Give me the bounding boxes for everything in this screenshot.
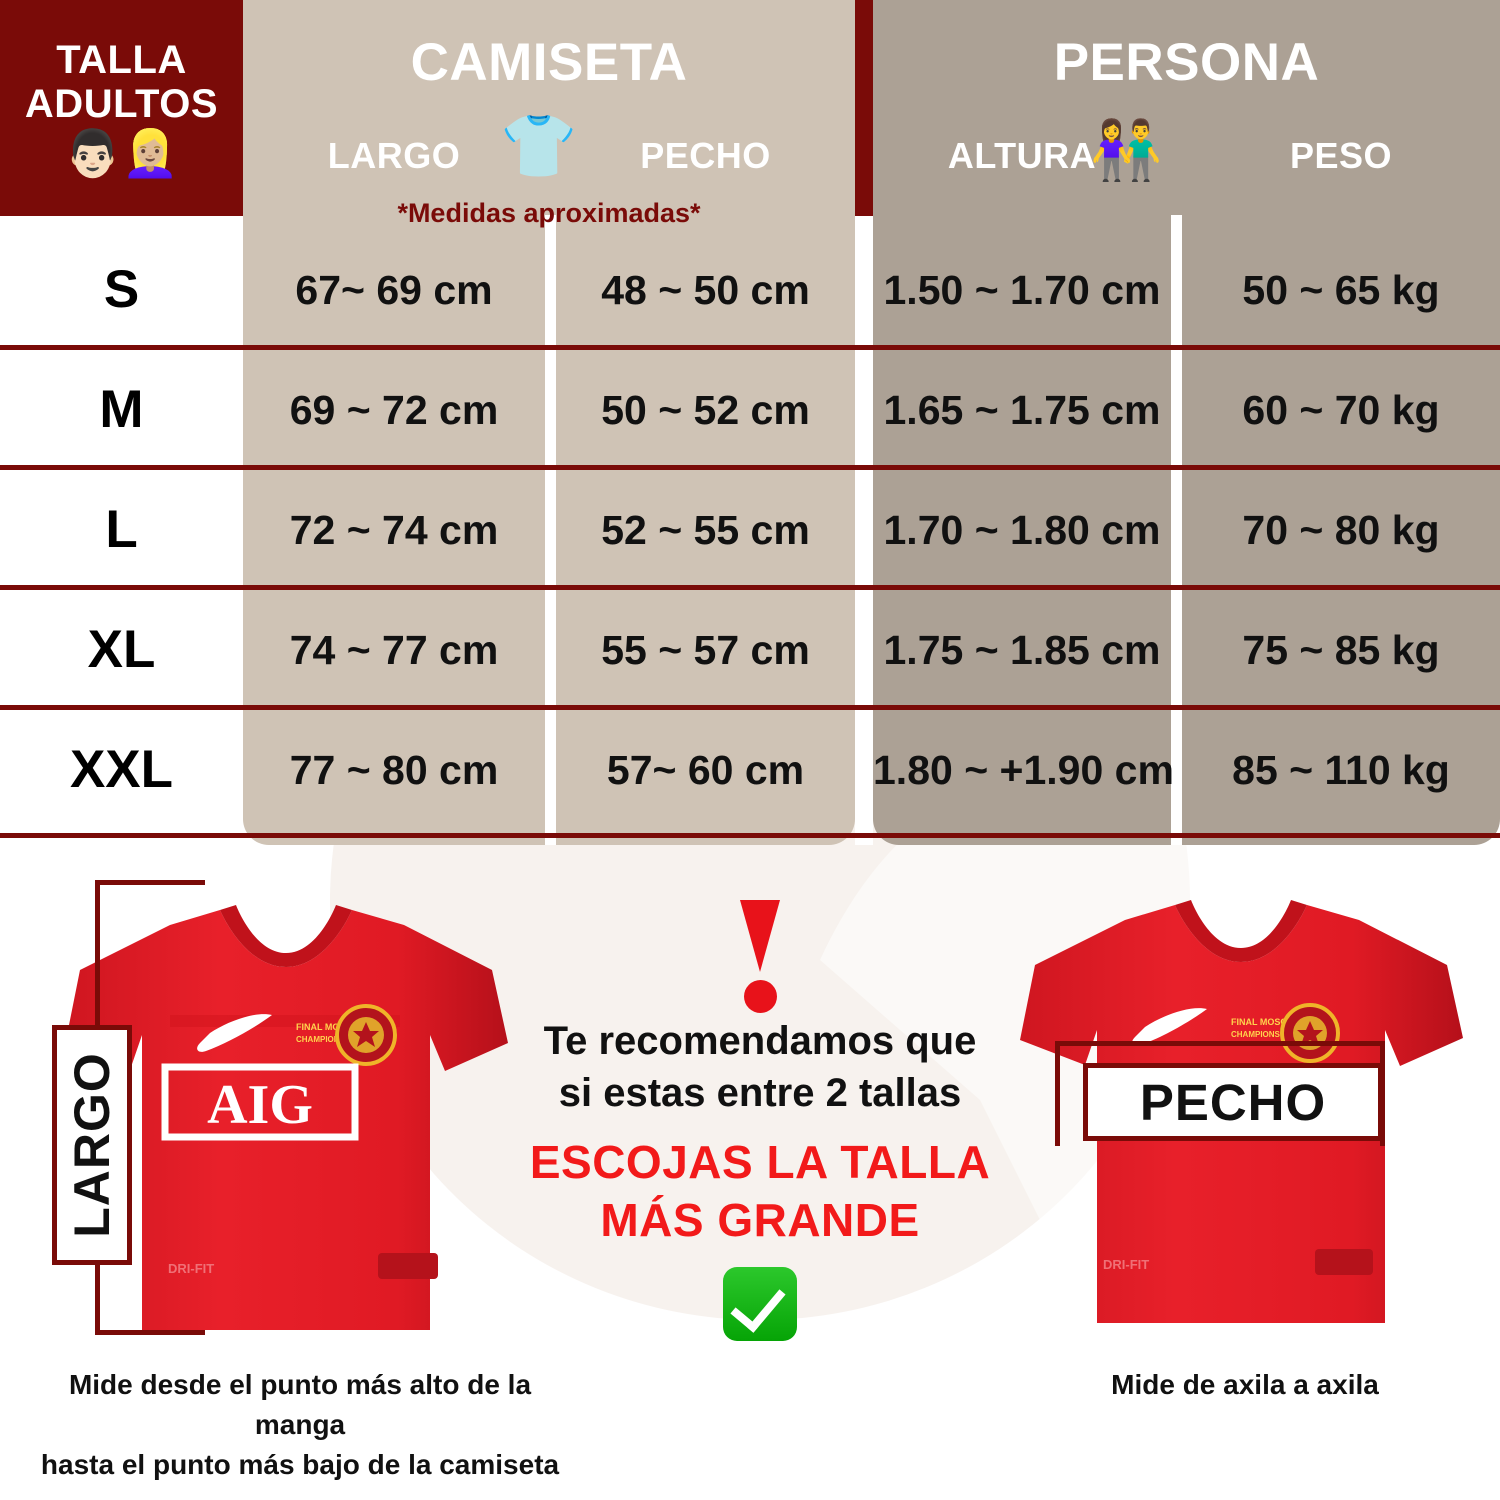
row-divider-3: [0, 585, 1500, 590]
table-cell-pecho: 57~ 60 cm: [606, 747, 805, 793]
check-mark-icon: [723, 1267, 797, 1341]
advice-big-line-2: MÁS GRANDE: [600, 1194, 920, 1246]
measurement-guide: FINAL MOSCOW 2008 CHAMPIONS FINAL AIG DR…: [0, 845, 1500, 1500]
advice-line-2: si estas entre 2 tallas: [558, 1071, 962, 1115]
table-cell-peso: 85 ~ 110 kg: [1232, 747, 1450, 793]
table-cell-pecho: 52 ~ 55 cm: [601, 507, 810, 553]
advice-line-1: Te recomendamos que: [543, 1019, 977, 1063]
man-woman-icon: 👨🏻👱🏼‍♀️: [64, 127, 179, 179]
column-header-pecho: PECHO: [640, 135, 771, 176]
row-divider-5: [0, 833, 1500, 838]
pecho-tag-label: PECHO: [1139, 1073, 1327, 1131]
table-cell-peso: 60 ~ 70 kg: [1242, 387, 1440, 433]
table-cell-peso: 50 ~ 65 kg: [1242, 267, 1440, 313]
table-row: L: [105, 500, 138, 559]
caption-largo: Mide desde el punto más alto de la manga…: [20, 1365, 580, 1485]
row-divider-4: [0, 705, 1500, 710]
talla-line-1: TALLA: [56, 38, 187, 82]
table-cell-altura: 1.75 ~ 1.85 cm: [883, 627, 1161, 673]
largo-tag-label: LARGO: [64, 1052, 121, 1238]
table-cell-largo: 67~ 69 cm: [295, 267, 493, 313]
caption-largo-line-2: hasta el punto más bajo de la camiseta: [40, 1449, 560, 1480]
pecho-tag: PECHO: [1083, 1063, 1383, 1141]
table-row: M: [99, 380, 144, 439]
table-cell-altura: 1.70 ~ 1.80 cm: [883, 507, 1161, 553]
nike-swoosh-icon: [197, 1014, 272, 1052]
column-header-altura: ALTURA: [947, 135, 1097, 176]
table-cell-peso: 70 ~ 80 kg: [1242, 507, 1440, 553]
row-divider-2: [0, 465, 1500, 470]
table-row: XL: [87, 620, 156, 679]
table-cell-largo: 69 ~ 72 cm: [289, 387, 499, 433]
advice-big-line-1: ESCOJAS LA TALLA: [529, 1136, 991, 1188]
aig-logo: AIG: [161, 1063, 359, 1141]
svg-text:FINAL MOSCOW 2008: FINAL MOSCOW 2008: [1231, 1017, 1325, 1027]
svg-text:DRI-FIT: DRI-FIT: [1103, 1257, 1149, 1272]
talla-line-2: ADULTOS: [24, 82, 219, 126]
couple-icon: 👫: [1090, 118, 1163, 183]
table-cell-largo: 77 ~ 80 cm: [289, 747, 499, 793]
size-table: TALLA ADULTOS 👨🏻👱🏼‍♀️ CAMISETA PERSONA L…: [0, 0, 1500, 845]
column-divider-largo-pecho: [545, 215, 556, 845]
table-cell-altura: 1.50 ~ 1.70 cm: [883, 267, 1161, 313]
exclamation-icon: [725, 900, 795, 1013]
approximate-measures-note: *Medidas aproximadas*: [397, 198, 701, 228]
polo-shirt-icon: 👕: [500, 112, 578, 181]
table-cell-peso: 75 ~ 85 kg: [1242, 627, 1440, 673]
camiseta-title: CAMISETA: [410, 33, 688, 92]
table-cell-pecho: 50 ~ 52 cm: [601, 387, 810, 433]
caption-pecho: Mide de axila a axila: [1111, 1369, 1379, 1400]
man-utd-crest-icon: [335, 1004, 397, 1066]
svg-text:AIG: AIG: [207, 1074, 313, 1136]
table-row: XXL: [69, 740, 174, 799]
row-divider-1: [0, 345, 1500, 350]
table-cell-largo: 72 ~ 74 cm: [289, 507, 499, 553]
caption-largo-line-1: Mide desde el punto más alto de la manga: [68, 1369, 532, 1440]
table-cell-altura: 1.80 ~ +1.90 cm: [873, 747, 1174, 793]
table-row: S: [103, 260, 140, 319]
persona-title: PERSONA: [1053, 33, 1320, 92]
svg-text:CHAMPIONS FINAL: CHAMPIONS FINAL: [1231, 1030, 1306, 1039]
table-cell-altura: 1.65 ~ 1.75 cm: [883, 387, 1161, 433]
table-cell-pecho: 48 ~ 50 cm: [601, 267, 810, 313]
column-divider-middle: [855, 215, 873, 845]
table-cell-pecho: 55 ~ 57 cm: [601, 627, 810, 673]
largo-tag: LARGO: [52, 1025, 132, 1265]
advice-block: Te recomendamos que si estas entre 2 tal…: [520, 845, 1000, 1341]
section-divider-red: [855, 0, 873, 216]
table-cell-largo: 74 ~ 77 cm: [289, 627, 499, 673]
column-header-peso: PESO: [1289, 135, 1393, 176]
talla-adultos-header: TALLA ADULTOS 👨🏻👱🏼‍♀️: [0, 0, 243, 216]
svg-text:DRI-FIT: DRI-FIT: [168, 1261, 214, 1276]
